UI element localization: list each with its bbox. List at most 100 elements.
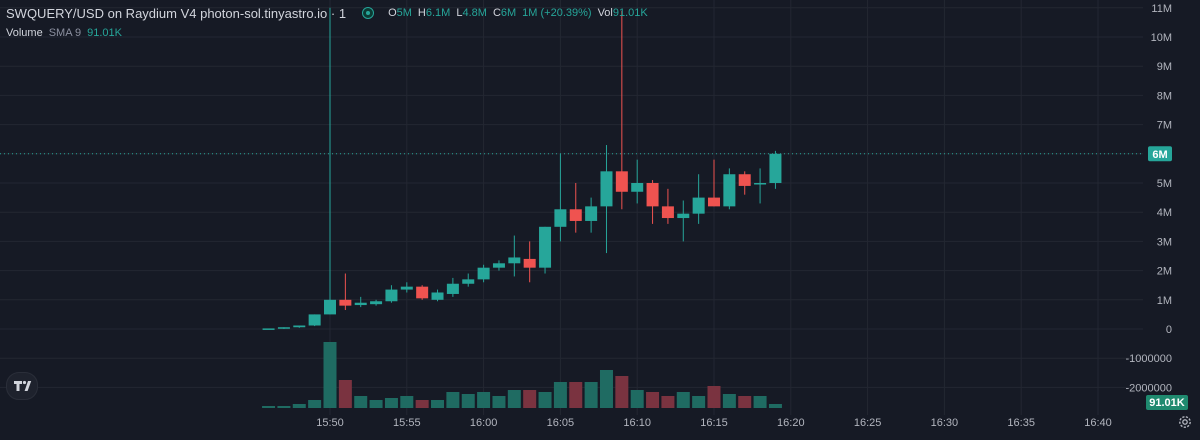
volume-bar: [676, 392, 690, 408]
time-tick-label: 16:15: [700, 417, 728, 429]
volume-bar: [523, 390, 537, 408]
candle-body: [708, 197, 720, 207]
time-tick-label: 15:50: [316, 417, 344, 429]
volume-bar: [507, 390, 521, 408]
time-tick-label: 16:35: [1007, 417, 1035, 429]
volume-bar: [553, 382, 567, 408]
candle-body: [462, 279, 475, 284]
volume-bar: [308, 400, 322, 408]
candle-body: [262, 328, 275, 330]
volume-bar: [446, 392, 460, 408]
last-price-badge-label: 6M: [1152, 149, 1167, 161]
candle-body: [508, 257, 521, 264]
candle-body: [539, 226, 552, 268]
price-tick-label: 10M: [1151, 32, 1172, 44]
candle-body: [400, 286, 413, 290]
candle-body: [431, 292, 444, 300]
price-tick-label: 5M: [1157, 178, 1172, 190]
candle-body: [324, 299, 336, 315]
tradingview-logo-icon: [14, 380, 32, 391]
candle-body: [631, 183, 644, 192]
candle-body: [492, 263, 505, 268]
volume-bar: [415, 400, 429, 408]
price-tick-label: -1000000: [1126, 353, 1173, 365]
price-tick-label: -2000000: [1126, 382, 1173, 394]
time-axis[interactable]: 15:50 15:55 16:00 16:05 16:10 16:15 16:20 16:25…: [316, 417, 1112, 429]
grid-lines: [0, 0, 1143, 415]
volume-bar: [599, 370, 613, 408]
ohlc-values: O5M H6.1M L4.8M C6M 1M (+20.39%) Vol91.0…: [388, 7, 648, 19]
price-tick-label: 1M: [1157, 295, 1172, 307]
close-label: C: [492, 7, 501, 19]
volume-bar: [431, 400, 445, 408]
price-tick-label: 7M: [1157, 120, 1172, 132]
price-tick-label: 8M: [1157, 90, 1172, 102]
volume-value: 91.01K: [612, 7, 648, 19]
settings-button[interactable]: [1177, 414, 1193, 430]
volume-bar: [738, 396, 752, 408]
candles: [262, 7, 782, 330]
tradingview-logo[interactable]: [6, 372, 38, 400]
time-tick-label: 15:55: [393, 417, 421, 429]
candle-body: [600, 171, 613, 207]
volume-bar: [354, 396, 368, 408]
time-tick-label: 16:00: [470, 417, 498, 429]
candle-body: [723, 174, 736, 207]
volume-bar: [615, 376, 629, 408]
candle-body: [677, 213, 690, 219]
time-tick-label: 16:30: [931, 417, 959, 429]
volume-bar: [768, 404, 782, 408]
volume-bar: [722, 394, 736, 408]
volume-sma-label: SMA 9: [48, 27, 82, 39]
candle-body: [754, 183, 767, 185]
candle-body: [769, 153, 782, 183]
candle-body: [308, 314, 321, 326]
close-value: 6M: [500, 7, 517, 19]
volume-legend[interactable]: Volume SMA 9 91.01K: [6, 25, 122, 41]
volume-bar: [338, 380, 352, 408]
last-price-badge: 6M: [1148, 146, 1172, 162]
gear-icon: [1179, 416, 1191, 428]
change-value: 1M (+20.39%): [522, 7, 592, 19]
price-tick-label: 2M: [1157, 266, 1172, 278]
volume-bar: [292, 404, 306, 408]
volume-bar: [584, 382, 598, 408]
volume-bar: [323, 342, 337, 408]
volume-bar: [707, 386, 721, 408]
time-tick-label: 16:10: [623, 417, 651, 429]
volume-bar: [477, 392, 491, 408]
volume-label: Vol: [597, 7, 613, 19]
volume-bar: [692, 396, 706, 408]
price-axis[interactable]: 11M 10M 9M 8M 7M 5M 4M 3M 2M 1M 0 -1000000 -2000000: [1126, 3, 1173, 395]
volume-bar: [262, 406, 276, 408]
volume-bar: [369, 400, 383, 408]
candle-body: [569, 209, 582, 221]
volume-study-label[interactable]: Volume: [6, 27, 43, 39]
volume-study-value: 91.01K: [87, 27, 122, 39]
volume-bar: [538, 392, 552, 408]
volume-bar: [630, 390, 644, 408]
last-volume-badge-label: 91.01K: [1149, 397, 1185, 409]
volume-bar: [661, 396, 675, 408]
symbol-legend[interactable]: SWQUERY/USD on Raydium V4 photon-sol.tin…: [6, 4, 648, 22]
high-value: 6.1M: [425, 7, 451, 19]
price-tick-label: 9M: [1157, 61, 1172, 73]
candle-body: [615, 171, 628, 192]
open-value: 5M: [396, 7, 412, 19]
candle-body: [277, 327, 290, 329]
volume-bars: [262, 342, 782, 408]
candle-body: [585, 206, 598, 221]
price-tick-label: 0: [1166, 324, 1172, 336]
volume-bar: [753, 396, 767, 408]
price-tick-label: 3M: [1157, 236, 1172, 248]
price-tick-label: 4M: [1157, 207, 1172, 219]
symbol-title[interactable]: SWQUERY/USD on Raydium V4 photon-sol.tin…: [6, 5, 347, 21]
candle-body: [646, 183, 659, 207]
volume-bar: [384, 398, 398, 408]
time-tick-label: 16:25: [854, 417, 882, 429]
last-volume-badge: 91.01K: [1146, 395, 1188, 410]
candle-body: [339, 299, 352, 306]
candle-body: [692, 197, 705, 214]
